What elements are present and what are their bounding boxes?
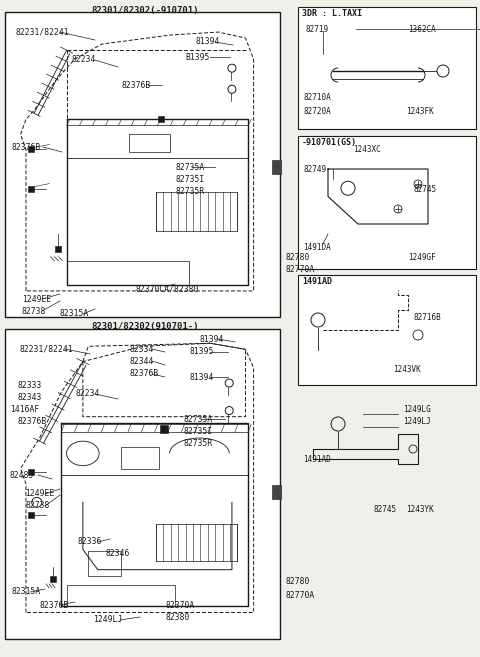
Text: 82749: 82749	[303, 164, 326, 173]
Text: 82380: 82380	[165, 614, 190, 622]
Text: 82234: 82234	[75, 390, 99, 399]
Bar	[129, 135, 169, 152]
Text: 1416AF: 1416AF	[10, 405, 39, 413]
Text: 82738: 82738	[25, 501, 49, 510]
Text: 82376B: 82376B	[40, 600, 69, 610]
Text: 82301/82302(-910701): 82301/82302(-910701)	[91, 6, 199, 15]
Bar	[5, 329, 280, 639]
Text: 82735A: 82735A	[183, 415, 212, 424]
Text: 81395: 81395	[190, 348, 215, 357]
Text: 82735R: 82735R	[175, 187, 204, 196]
Bar	[158, 116, 165, 122]
Text: 82485: 82485	[10, 470, 35, 480]
Text: 1243VK: 1243VK	[393, 365, 421, 374]
Text: 82376B: 82376B	[18, 417, 47, 426]
Text: 82231/82241: 82231/82241	[20, 344, 73, 353]
Text: 1491DA: 1491DA	[303, 242, 331, 252]
Text: 82710A: 82710A	[303, 93, 331, 101]
Text: 82720A: 82720A	[303, 106, 331, 116]
Text: 82735I: 82735I	[183, 426, 212, 436]
Bar	[50, 576, 56, 582]
Text: 82716B: 82716B	[413, 313, 441, 321]
Bar	[5, 12, 280, 317]
Text: 82370CA/82380: 82370CA/82380	[135, 284, 198, 294]
Text: 1249EE: 1249EE	[22, 294, 51, 304]
Text: 82738: 82738	[22, 307, 47, 315]
Bar	[67, 261, 189, 285]
Text: 1249LJ: 1249LJ	[403, 417, 431, 426]
Text: 1249LJ: 1249LJ	[93, 616, 122, 625]
Text: 1243XC: 1243XC	[353, 145, 381, 154]
Text: 82376B: 82376B	[12, 143, 41, 152]
Text: 82745: 82745	[413, 185, 436, 194]
Text: 82231/82241: 82231/82241	[15, 28, 69, 37]
Bar	[28, 468, 35, 475]
Text: 81394: 81394	[190, 373, 215, 382]
Text: 1362CA: 1362CA	[408, 24, 436, 34]
Text: 1249EE: 1249EE	[25, 489, 54, 499]
Text: 1491AD: 1491AD	[303, 455, 331, 463]
Bar	[298, 7, 476, 129]
Bar	[272, 160, 281, 174]
Bar	[67, 585, 175, 606]
Text: 1249GF: 1249GF	[408, 252, 436, 261]
Text: 82301/82302(910701-): 82301/82302(910701-)	[91, 322, 199, 331]
Text: 82334: 82334	[130, 344, 155, 353]
Text: 82780: 82780	[285, 578, 310, 587]
Text: 3DR : L.TAXI: 3DR : L.TAXI	[302, 9, 362, 18]
Text: 82315A: 82315A	[12, 587, 41, 597]
Bar	[272, 485, 281, 499]
Text: 82745: 82745	[373, 505, 396, 514]
Text: 82315A: 82315A	[60, 309, 89, 319]
Text: -910701(GS): -910701(GS)	[302, 138, 357, 147]
Text: 82770A: 82770A	[285, 265, 314, 273]
Text: 82370A: 82370A	[165, 600, 194, 610]
Text: 1243YK: 1243YK	[406, 505, 434, 514]
Text: 82735R: 82735R	[183, 438, 212, 447]
Text: 81394: 81394	[195, 37, 219, 47]
Text: 82343: 82343	[18, 392, 42, 401]
Bar	[121, 447, 159, 468]
Text: 82770A: 82770A	[285, 591, 314, 599]
Bar	[28, 185, 35, 192]
Text: 82336: 82336	[77, 537, 101, 547]
Text: 82780: 82780	[285, 252, 310, 261]
Bar	[160, 425, 168, 433]
Text: 82376B: 82376B	[130, 369, 159, 378]
Text: 82719: 82719	[306, 24, 329, 34]
Bar	[56, 246, 61, 252]
Text: 1249LG: 1249LG	[403, 405, 431, 413]
Text: 1491AD: 1491AD	[302, 277, 332, 286]
Bar	[28, 512, 35, 518]
Text: 82234: 82234	[72, 55, 96, 64]
Bar	[298, 275, 476, 385]
Bar	[298, 136, 476, 269]
Text: 82376B: 82376B	[122, 81, 151, 89]
Text: 81394: 81394	[200, 334, 224, 344]
Bar	[88, 551, 121, 576]
Text: 82344: 82344	[130, 357, 155, 365]
Text: B1395: B1395	[185, 53, 209, 62]
Text: 1243FK: 1243FK	[406, 106, 434, 116]
Text: 82735I: 82735I	[175, 175, 204, 183]
Bar	[28, 147, 35, 152]
Text: 82346: 82346	[105, 549, 130, 558]
Text: 82333: 82333	[18, 380, 42, 390]
Text: 82735A: 82735A	[175, 162, 204, 171]
